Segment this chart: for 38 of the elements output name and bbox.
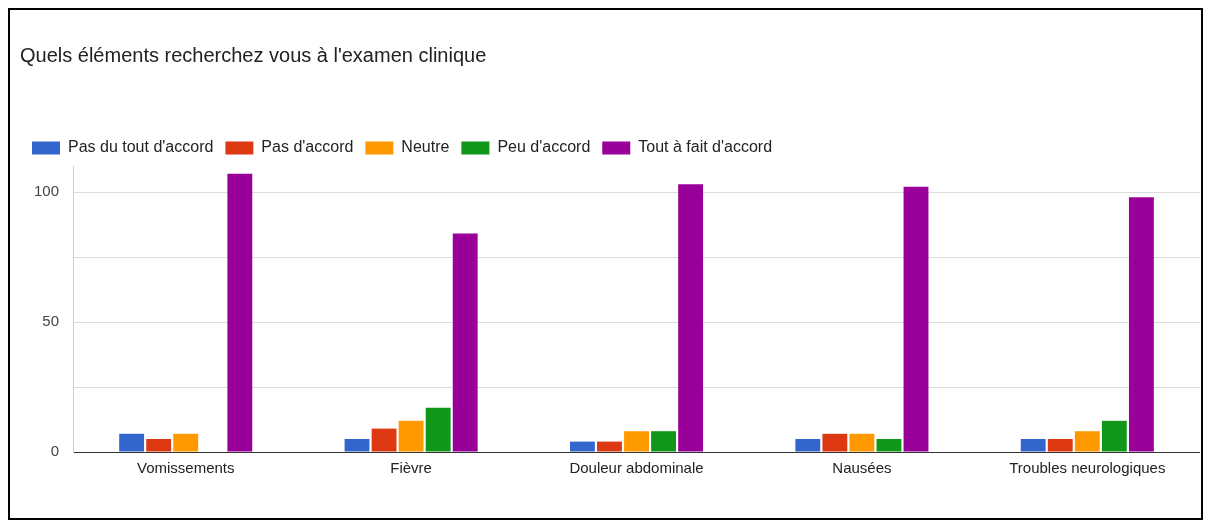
y-tick-label: 100 bbox=[34, 182, 60, 200]
bar bbox=[624, 431, 649, 452]
bar bbox=[371, 428, 397, 452]
bar bbox=[1047, 439, 1073, 452]
bar bbox=[398, 420, 424, 452]
legend-label: Pas d'accord bbox=[261, 138, 354, 156]
bar bbox=[822, 433, 848, 452]
x-tick-label: Vomissements bbox=[136, 459, 235, 477]
x-tick-label: Douleur abdominale bbox=[569, 459, 704, 477]
bar bbox=[849, 433, 875, 452]
x-tick-label: Nausées bbox=[832, 459, 892, 477]
legend-label: Neutre bbox=[401, 138, 450, 156]
x-tick-label: Fièvre bbox=[390, 459, 432, 477]
y-tick-label: 0 bbox=[50, 442, 60, 460]
bar bbox=[569, 441, 595, 452]
legend-label: Pas du tout d'accord bbox=[68, 138, 214, 156]
bar bbox=[678, 184, 704, 452]
legend-label: Tout à fait d'accord bbox=[638, 138, 773, 156]
bar bbox=[344, 439, 370, 452]
bar bbox=[1020, 439, 1046, 452]
y-tick-label: 50 bbox=[42, 312, 60, 330]
bar bbox=[903, 186, 929, 452]
bar bbox=[173, 433, 199, 452]
bar bbox=[119, 433, 145, 452]
bar bbox=[425, 407, 451, 452]
bar bbox=[651, 431, 676, 452]
bar bbox=[452, 233, 478, 452]
bar bbox=[795, 439, 821, 452]
bar bbox=[227, 173, 253, 452]
bar bbox=[146, 439, 172, 452]
x-tick-label: Troubles neurologiques bbox=[1009, 459, 1166, 477]
bar bbox=[1074, 431, 1100, 452]
bar bbox=[1101, 420, 1127, 452]
legend-label: Peu d'accord bbox=[497, 138, 591, 156]
bar bbox=[1128, 197, 1154, 452]
bar bbox=[876, 439, 902, 452]
chart-title: Quels éléments recherchez vous à l'examen clinique bbox=[20, 43, 487, 66]
bar bbox=[597, 441, 622, 452]
